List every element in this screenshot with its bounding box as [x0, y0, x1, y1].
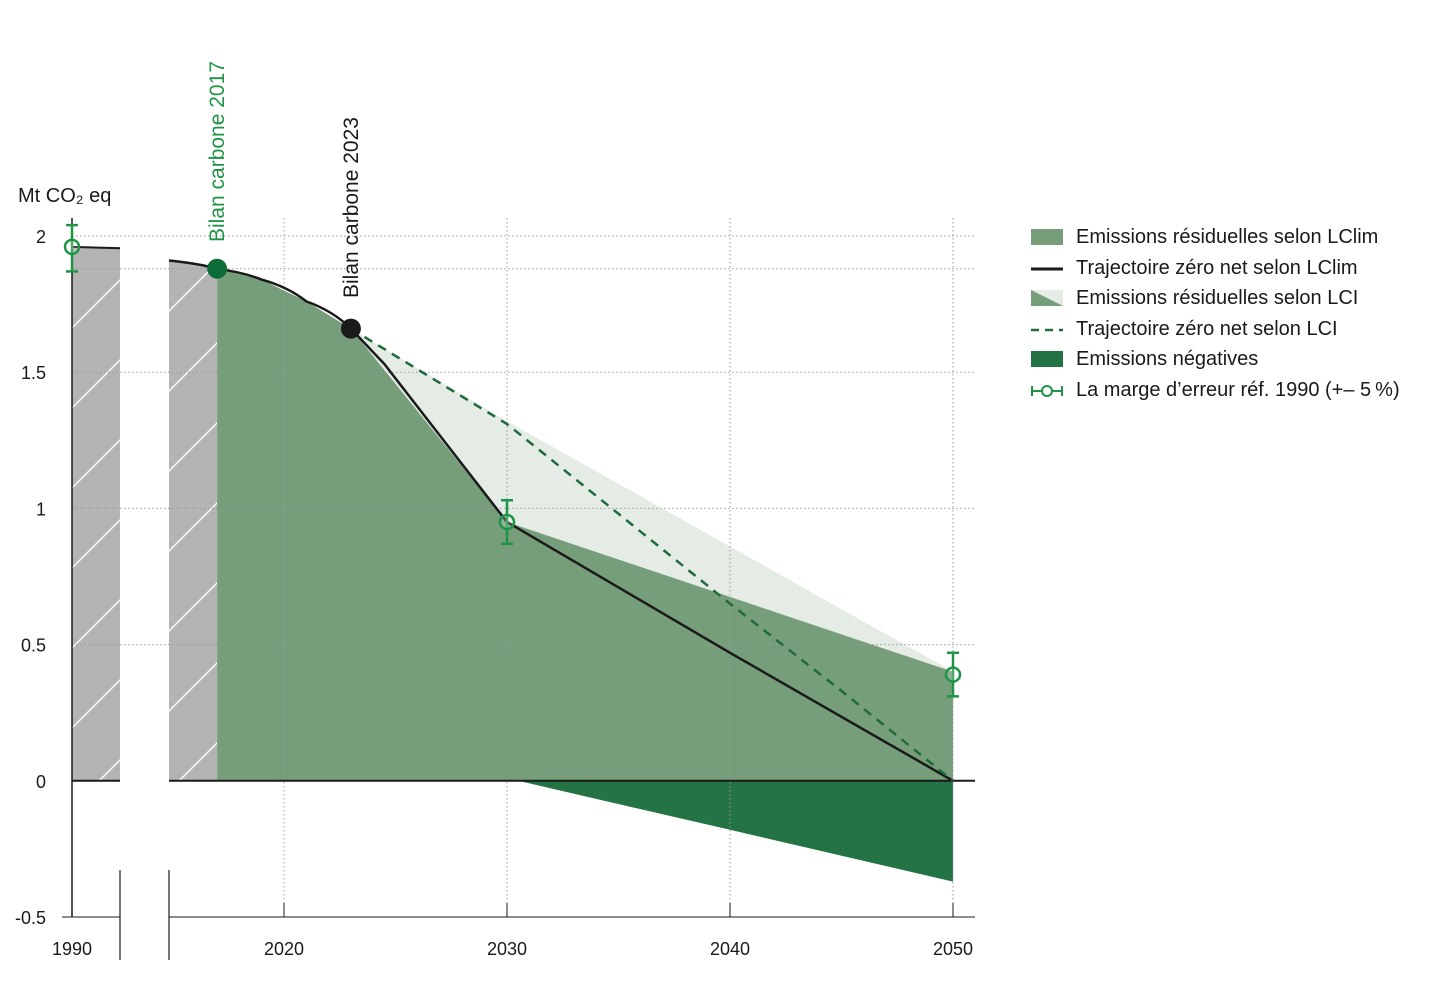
lci-dashed-swatch [1031, 328, 1063, 331]
y-tick-label: -0.5 [15, 908, 46, 928]
lclim-line-swatch [1031, 267, 1063, 271]
lci-residual-swatch [1031, 290, 1063, 307]
legend-label: Emissions résiduelles selon LCI [1076, 287, 1359, 310]
marker-label-2023: Bilan carbone 2023 [340, 117, 363, 298]
y-axis-title: Mt CO₂ eq [18, 185, 111, 207]
marker-label-2017: Bilan carbone 2017 [206, 61, 229, 242]
error-bar-point [944, 666, 962, 683]
legend-label: Emissions négatives [1076, 348, 1259, 371]
x-tick-label: 2040 [710, 939, 750, 959]
lclim-residual-area [217, 268, 954, 781]
legend: Emissions résiduelles selon LClim Trajec… [1030, 222, 1400, 405]
y-tick-label: 2 [36, 227, 46, 247]
x-tick-label: 2020 [264, 939, 304, 959]
x-tick-label: 2030 [487, 939, 527, 959]
error-bar-2050 [944, 651, 962, 698]
y-tick-label: 0 [36, 772, 46, 792]
legend-item-negative: Emissions négatives [1030, 344, 1400, 375]
legend-item-error-margin: La marge d’erreur réf. 1990 (+– 5 %) [1030, 375, 1400, 406]
x-tick-label: 2050 [933, 939, 973, 959]
y-tick-label: 1.5 [21, 363, 46, 383]
error-bar-1990 [63, 223, 81, 273]
legend-item-lci-trajectory: Trajectoire zéro net selon LCI [1030, 314, 1400, 345]
legend-label: La marge d’erreur réf. 1990 (+– 5 %) [1076, 378, 1400, 401]
legend-label: Emissions résiduelles selon LClim [1076, 226, 1379, 249]
error-bar-icon [1031, 384, 1063, 397]
x-tick-label: 1990 [52, 939, 92, 959]
marker-2017 [207, 258, 228, 279]
historic-bar-1990 [72, 246, 120, 781]
lclim-residual-swatch [1031, 229, 1063, 246]
legend-label: Trajectoire zéro net selon LClim [1076, 256, 1358, 279]
marker-2023 [340, 318, 361, 339]
negative-emissions-area [518, 780, 953, 882]
error-bar-point [63, 238, 81, 256]
error-bar-2030 [498, 498, 516, 546]
error-bar-point [498, 513, 516, 531]
legend-item-lclim-residual: Emissions résiduelles selon LClim [1030, 222, 1400, 253]
lci-trajectory-line [350, 327, 954, 782]
negative-swatch [1031, 351, 1063, 368]
y-tick-label: 0.5 [21, 636, 46, 656]
historic-bar-2016 [169, 260, 218, 781]
legend-item-lclim-trajectory: Trajectoire zéro net selon LClim [1030, 253, 1400, 284]
y-tick-label: 1 [36, 499, 46, 519]
legend-label: Trajectoire zéro net selon LCI [1076, 317, 1338, 340]
legend-item-lci-residual: Emissions résiduelles selon LCI [1030, 283, 1400, 314]
